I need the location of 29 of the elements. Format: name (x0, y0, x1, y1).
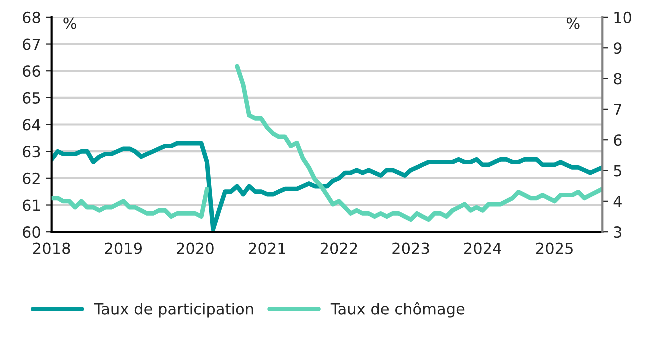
x-tick-label: 2024 (464, 242, 502, 254)
x-tick-label: 2019 (105, 242, 142, 254)
y-tick-label: 62 (23, 172, 40, 184)
y2-tick-label: 6 (614, 134, 622, 146)
y2-tick-label: 7 (614, 104, 622, 116)
y-tick-label: 61 (23, 200, 40, 212)
legend-label: Taux de participation (94, 303, 254, 318)
y2-tick-label: 3 (614, 226, 622, 238)
y-tick-label: 67 (23, 38, 40, 50)
y2-axis-title: % (566, 18, 580, 30)
x-tick-label: 2018 (34, 242, 70, 254)
y-tick-label: 65 (23, 92, 40, 104)
x-tick-label: 2025 (536, 242, 573, 254)
y-tick-label: 64 (23, 119, 41, 131)
x-tick-label: 2021 (249, 242, 286, 254)
y2-tick-label: 10 (614, 12, 632, 24)
y-tick-label: 63 (23, 146, 40, 158)
y2-tick-label: 5 (614, 165, 622, 177)
y-tick-label: 66 (23, 66, 40, 78)
legend-label: Taux de chômage (330, 302, 465, 318)
y-tick-label: 68 (23, 12, 40, 24)
y2-tick-label: 8 (614, 73, 622, 85)
x-tick-label: 2023 (392, 242, 430, 254)
y-axis-title: % (64, 18, 77, 30)
y-tick-label: 60 (23, 226, 40, 238)
y2-tick-label: 9 (614, 42, 622, 54)
x-tick-label: 2022 (320, 242, 358, 254)
x-tick-label: 2020 (177, 242, 214, 254)
y2-tick-label: 4 (614, 196, 622, 208)
